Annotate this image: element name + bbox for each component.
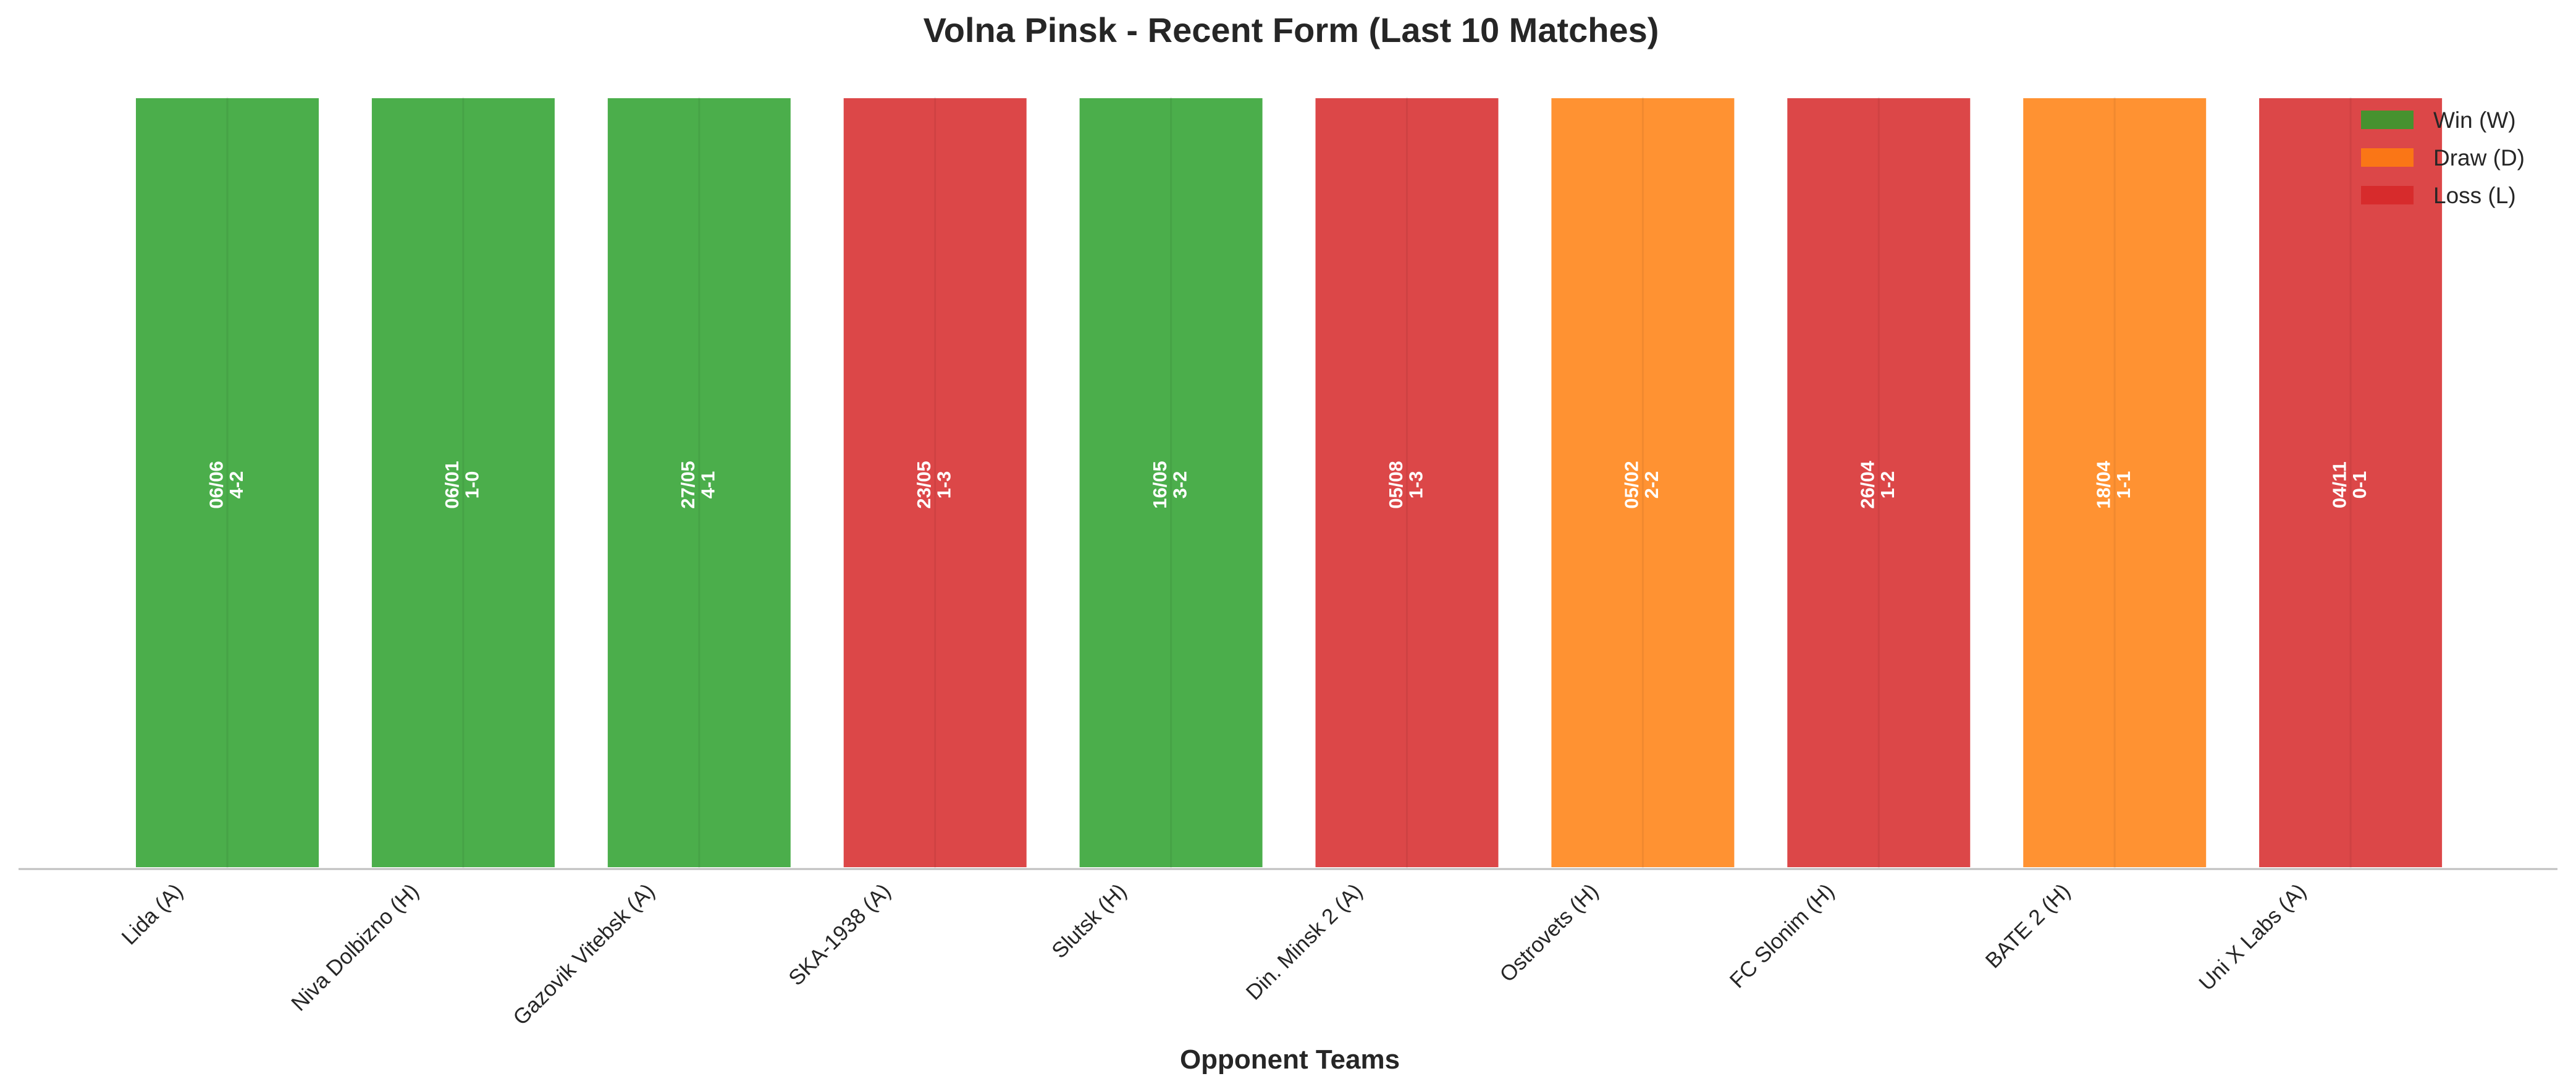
bar-group: 18/041-1 xyxy=(2021,96,2209,870)
x-tick-label: Ostrovets (H) xyxy=(1495,879,1603,987)
bar-score-label: 4-2 xyxy=(225,471,247,499)
bar-data-label: 06/011-0 xyxy=(441,461,483,509)
bar-data-label: 23/051-3 xyxy=(913,461,955,509)
legend-label: Draw (D) xyxy=(2433,145,2525,170)
bar-group: 04/110-1 xyxy=(2257,96,2445,870)
bar-data-label: 05/081-3 xyxy=(1385,461,1427,509)
bar-data-label: 06/064-2 xyxy=(205,461,247,509)
bar-data-label: 27/054-1 xyxy=(677,461,719,509)
bar-data-label: 05/022-2 xyxy=(1621,461,1663,509)
x-tick-label: Uni X Labs (A) xyxy=(2194,879,2311,996)
bar-data-label: 04/110-1 xyxy=(2328,461,2370,508)
legend-item: Win (W) xyxy=(2361,107,2516,133)
bar-data-label: 26/041-2 xyxy=(1857,460,1899,508)
bar-score-label: 2-2 xyxy=(1641,471,1662,499)
bar-group: 23/051-3 xyxy=(841,96,1029,870)
bar xyxy=(1077,96,1265,870)
bar-date-label: 18/04 xyxy=(2092,460,2114,508)
bar-score-label: 1-2 xyxy=(1877,471,1898,499)
chart-title: Volna Pinsk - Recent Form (Last 10 Match… xyxy=(924,10,1659,49)
x-axis-label: Opponent Teams xyxy=(1180,1044,1400,1075)
bar-score-label: 1-3 xyxy=(933,471,955,499)
bar-date-label: 26/04 xyxy=(1857,460,1879,508)
x-tick-label: FC Slonim (H) xyxy=(1725,879,1839,993)
legend-label: Win (W) xyxy=(2433,107,2516,133)
bar-group: 05/022-2 xyxy=(1549,96,1737,870)
legend-swatch xyxy=(2361,111,2414,129)
x-tick-labels: Lida (A) Niva Dolbizno (H) Gazovik Vitebsk… xyxy=(117,879,2310,1030)
bar-group: 06/064-2 xyxy=(133,96,321,870)
bar-data-label: 18/041-1 xyxy=(2092,460,2134,508)
legend: Win (W) Draw (D) Loss (L) xyxy=(2361,107,2525,208)
bar-score-label: 1-1 xyxy=(2113,471,2134,499)
bar xyxy=(841,96,1029,870)
bar-data-label: 16/053-2 xyxy=(1149,461,1191,509)
x-tick-label: SKA-1938 (A) xyxy=(784,879,895,990)
bars-layer: 06/064-2 06/011-0 27/054-1 23/051-3 16/053-2… xyxy=(133,96,2445,870)
bar-score-label: 4-1 xyxy=(697,471,719,499)
bar-group: 05/081-3 xyxy=(1313,96,1501,870)
bar-date-label: 05/08 xyxy=(1385,461,1407,509)
x-tick-label: Din. Minsk 2 (A) xyxy=(1242,879,1368,1005)
legend-swatch xyxy=(2361,186,2414,204)
bar-group: 06/011-0 xyxy=(369,96,557,870)
x-tick-label: Slutsk (H) xyxy=(1047,879,1131,963)
x-tick-label: BATE 2 (H) xyxy=(1981,879,2075,973)
bar xyxy=(133,96,321,870)
x-tick-label: Lida (A) xyxy=(117,879,187,949)
bar xyxy=(605,96,793,870)
legend-item: Loss (L) xyxy=(2361,183,2516,208)
bar-score-label: 1-3 xyxy=(1405,471,1426,499)
bar-score-label: 1-0 xyxy=(461,471,483,499)
x-tick-label: Gazovik Vitebsk (A) xyxy=(508,879,659,1030)
legend-item: Draw (D) xyxy=(2361,145,2525,170)
bar-score-label: 3-2 xyxy=(1169,471,1190,499)
bar-group: 26/041-2 xyxy=(1785,96,1973,870)
bar xyxy=(1549,96,1737,870)
bar-date-label: 16/05 xyxy=(1149,461,1171,509)
bar-date-label: 05/02 xyxy=(1621,461,1643,509)
bar xyxy=(1313,96,1501,870)
legend-label: Loss (L) xyxy=(2433,183,2516,208)
bar-group: 27/054-1 xyxy=(605,96,793,870)
bar-group: 16/053-2 xyxy=(1077,96,1265,870)
bar-date-label: 04/11 xyxy=(2328,461,2350,508)
x-tick-label: Niva Dolbizno (H) xyxy=(287,879,424,1016)
legend-swatch xyxy=(2361,148,2414,167)
bar-date-label: 06/01 xyxy=(441,461,463,509)
bar-date-label: 23/05 xyxy=(913,461,935,509)
bar-score-label: 0-1 xyxy=(2349,471,2370,499)
bar xyxy=(369,96,557,870)
bar-date-label: 27/05 xyxy=(677,461,699,509)
bar xyxy=(2257,96,2445,870)
bar-date-label: 06/06 xyxy=(205,461,227,509)
